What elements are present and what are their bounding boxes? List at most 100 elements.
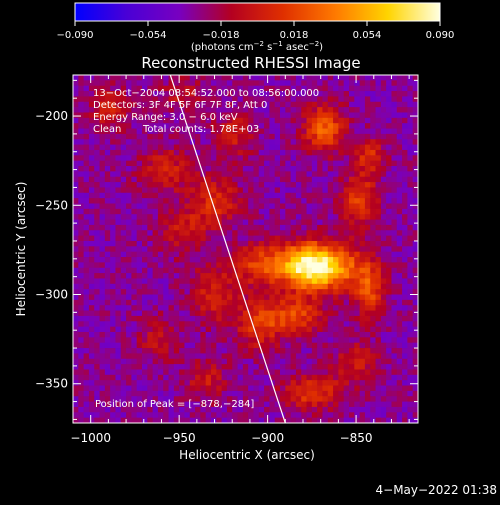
heatmap-cell [402,123,408,129]
heatmap-cell [179,203,185,210]
heatmap-cell [290,160,297,167]
heatmap-cell [317,139,323,145]
heatmap-cell [317,273,323,279]
heatmap-cell [104,390,111,397]
heatmap-cell [237,96,244,103]
heatmap-cell [258,144,265,151]
heatmap-cell [258,240,265,247]
heatmap-cell [412,358,418,365]
heatmap-cell [115,348,122,354]
heatmap-cell [157,321,164,328]
heatmap-cell [311,123,318,129]
heatmap-cell [306,198,313,204]
heatmap-cell [274,273,281,279]
heatmap-cell [110,219,116,226]
heatmap-cell [189,273,196,279]
heatmap-cell [364,385,371,392]
heatmap-cell [269,299,276,306]
heatmap-cell [120,224,127,231]
heatmap-cell [317,326,323,333]
heatmap-cell [402,417,408,423]
heatmap-cell [338,166,345,172]
heatmap-cell [226,406,233,413]
heatmap-cell [274,166,281,172]
heatmap-cell [354,417,361,423]
heatmap-cell [327,144,334,151]
heatmap-cell [88,278,95,285]
heatmap-cell [168,128,175,135]
heatmap-cell [274,91,281,97]
heatmap-cell [333,417,339,423]
heatmap-cell [136,139,143,145]
heatmap-cell [110,123,116,129]
heatmap-cell [317,203,323,210]
heatmap-cell [391,80,398,87]
heatmap-cell [402,91,408,97]
heatmap-cell [78,406,85,413]
heatmap-cell [163,214,169,220]
heatmap-cell [258,337,265,344]
heatmap-cell [147,112,154,119]
heatmap-cell [280,198,286,204]
heatmap-cell [232,214,238,220]
heatmap-cell [237,80,244,87]
heatmap-cell [157,155,164,162]
heatmap-cell [115,192,122,199]
heatmap-cell [83,166,90,172]
heatmap-cell [258,117,265,124]
heatmap-cell [317,224,323,231]
heatmap-cell [184,369,191,376]
heatmap-cell [205,240,212,247]
heatmap-cell [364,128,371,135]
heatmap-cell [126,326,132,333]
heatmap-cell [83,144,90,151]
heatmap-cell [264,246,270,253]
heatmap-cell [253,96,260,103]
heatmap-cell [115,294,122,301]
heatmap-cell [311,262,318,269]
heatmap-cell [157,214,164,220]
heatmap-cell [216,166,223,172]
heatmap-cell [226,112,233,119]
heatmap-cell [338,192,345,199]
heatmap-cell [226,123,233,129]
heatmap-cell [269,385,276,392]
heatmap-cell [317,353,323,360]
heatmap-cell [110,230,116,237]
heatmap-cell [269,283,276,290]
heatmap-cell [200,112,207,119]
heatmap-cell [226,385,233,392]
heatmap-cell [269,390,276,397]
heatmap-cell [120,262,127,269]
heatmap-cell [205,364,212,370]
heatmap-cell [343,192,350,199]
heatmap-cell [200,235,207,242]
heatmap-cell [173,240,180,247]
heatmap-cell [237,380,244,386]
heatmap-cell [94,139,100,145]
colorbar-unit-exponent: −2 [254,40,264,48]
heatmap-cell [269,353,276,360]
heatmap-cell [115,224,122,231]
heatmap-cell [173,326,180,333]
heatmap-cell [364,390,371,397]
heatmap-cell [189,75,196,81]
heatmap-cell [396,348,403,354]
heatmap-cell [78,369,85,376]
heatmap-cell [306,417,313,423]
heatmap-cell [322,133,329,140]
heatmap-cell [375,85,382,92]
heatmap-cell [232,406,238,413]
heatmap-cell [110,396,116,402]
heatmap-cell [152,171,159,178]
heatmap-cell [237,364,244,370]
heatmap-cell [364,315,371,322]
heatmap-cell [205,294,212,301]
heatmap-cell [391,273,398,279]
heatmap-cell [295,128,302,135]
heatmap-cell [412,160,418,167]
heatmap-cell [285,214,292,220]
heatmap-cell [126,283,132,290]
heatmap-cell [115,278,122,285]
heatmap-cell [94,176,100,183]
